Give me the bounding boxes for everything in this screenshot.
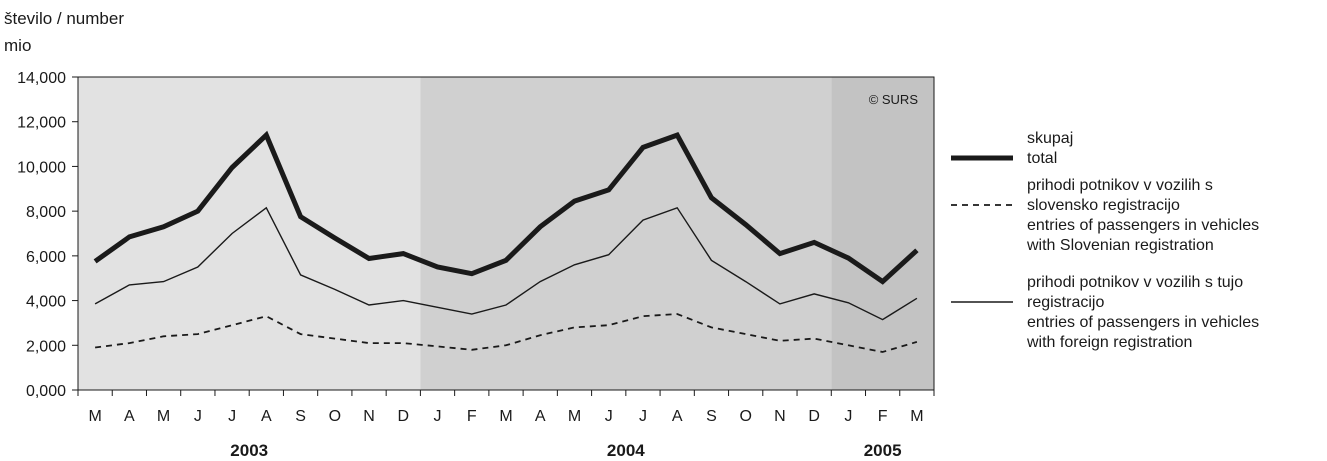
series-line-dashed [94,313,918,353]
legend-label: with foreign registration [1026,334,1192,351]
y-tick-label: 14,000 [17,70,66,87]
x-tick-label: M [499,408,512,425]
year-label: 2005 [864,441,902,460]
legend-label: with Slovenian registration [1026,237,1214,254]
x-tick-label: F [467,408,477,425]
y-axis-ticks: 0,000 2,000 4,000 6,000 8,000 10,000 12,000 14,… [17,70,78,400]
x-tick-label: A [672,408,683,425]
plot-frame [77,76,935,391]
year-band-2004 [420,77,832,390]
x-tick-label: N [774,408,786,425]
legend-label: prihodi potnikov v vozilih s [1027,177,1213,194]
legend-label: total [1027,150,1057,167]
x-tick-label: S [706,408,717,425]
y-tick-label: 4,000 [26,294,66,311]
y-tick-label: 6,000 [26,249,66,266]
x-tick-label: M [88,408,101,425]
y-tick-label: 2,000 [26,338,66,355]
y-axis-label: število / number [4,9,124,28]
x-tick-label: J [639,408,647,425]
x-tick-label: O [739,408,751,425]
x-tick-label: M [157,408,170,425]
x-tick-label: A [261,408,272,425]
year-labels: 2003 2004 2005 [230,441,901,460]
legend-label: entries of passengers in vehicles [1027,217,1259,234]
series-line-thin [94,206,918,321]
x-tick-label: D [397,408,409,425]
y-tick-label: 10,000 [17,159,66,176]
x-tick-label: N [363,408,375,425]
legend-label: registracijo [1027,294,1104,311]
legend-label: slovensko registracijo [1027,197,1180,214]
x-tick-label: J [605,408,613,425]
x-tick-label: A [535,408,546,425]
x-tick-label: A [124,408,135,425]
y-tick-label: 8,000 [26,204,66,221]
year-bands [78,77,934,390]
x-tick-label: D [808,408,820,425]
x-tick-label: J [434,408,442,425]
plot-border [77,76,935,391]
x-tick-label: J [844,408,852,425]
series-line-thick [93,130,919,285]
year-label: 2004 [607,441,645,460]
x-tick-label: M [910,408,923,425]
year-band-2005 [831,77,934,390]
legend-label: skupaj [1027,130,1073,147]
copyright-note: © SURS [869,92,919,107]
x-tick-label: J [194,408,202,425]
x-tick-label: O [329,408,341,425]
y-tick-label: 0,000 [26,383,66,400]
x-tick-label: M [568,408,581,425]
year-label: 2003 [230,441,268,460]
legend-label: entries of passengers in vehicles [1027,314,1259,331]
legend: skupaj total prihodi potnikov v vozilih s s… [951,130,1259,351]
x-tick-label: S [295,408,306,425]
y-tick-label: 12,000 [17,115,66,132]
legend-label: prihodi potnikov v vozilih s tujo [1027,274,1243,291]
x-tick-label: J [228,408,236,425]
x-tick-label: F [878,408,888,425]
series-lines [93,130,919,353]
y-axis-unit: mio [4,36,31,55]
